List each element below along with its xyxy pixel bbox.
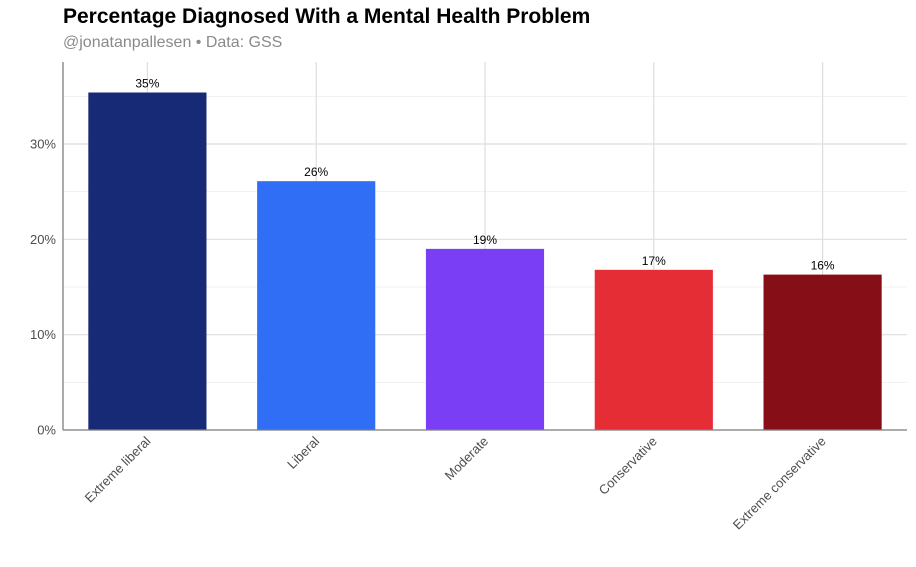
axes [62,62,907,431]
y-tick-label: 20% [30,232,56,247]
bar-extreme-liberal [88,92,207,430]
x-tick-label: Extreme liberal [82,433,154,505]
data-label: 35% [135,77,159,91]
data-label: 19% [473,233,497,247]
y-tick-label: 10% [30,327,56,342]
data-label: 16% [811,259,835,273]
bar-extreme-conservative [763,274,882,430]
bar-conservative [594,269,713,430]
data-label: 17% [642,254,666,268]
data-label: 26% [304,165,328,179]
chart-title: Percentage Diagnosed With a Mental Healt… [63,5,591,28]
y-tick-label: 30% [30,136,56,151]
x-tick-label: Moderate [442,434,491,483]
bars [88,92,882,430]
x-tick-label: Conservative [596,434,660,498]
x-tick-label: Extreme conservative [730,434,829,533]
bar-moderate [425,248,545,430]
x-tick-label: Liberal [284,433,322,471]
y-tick-label: 0% [37,423,56,438]
chart-subtitle: @jonatanpallesen • Data: GSS [63,34,283,51]
bar-liberal [257,181,376,430]
